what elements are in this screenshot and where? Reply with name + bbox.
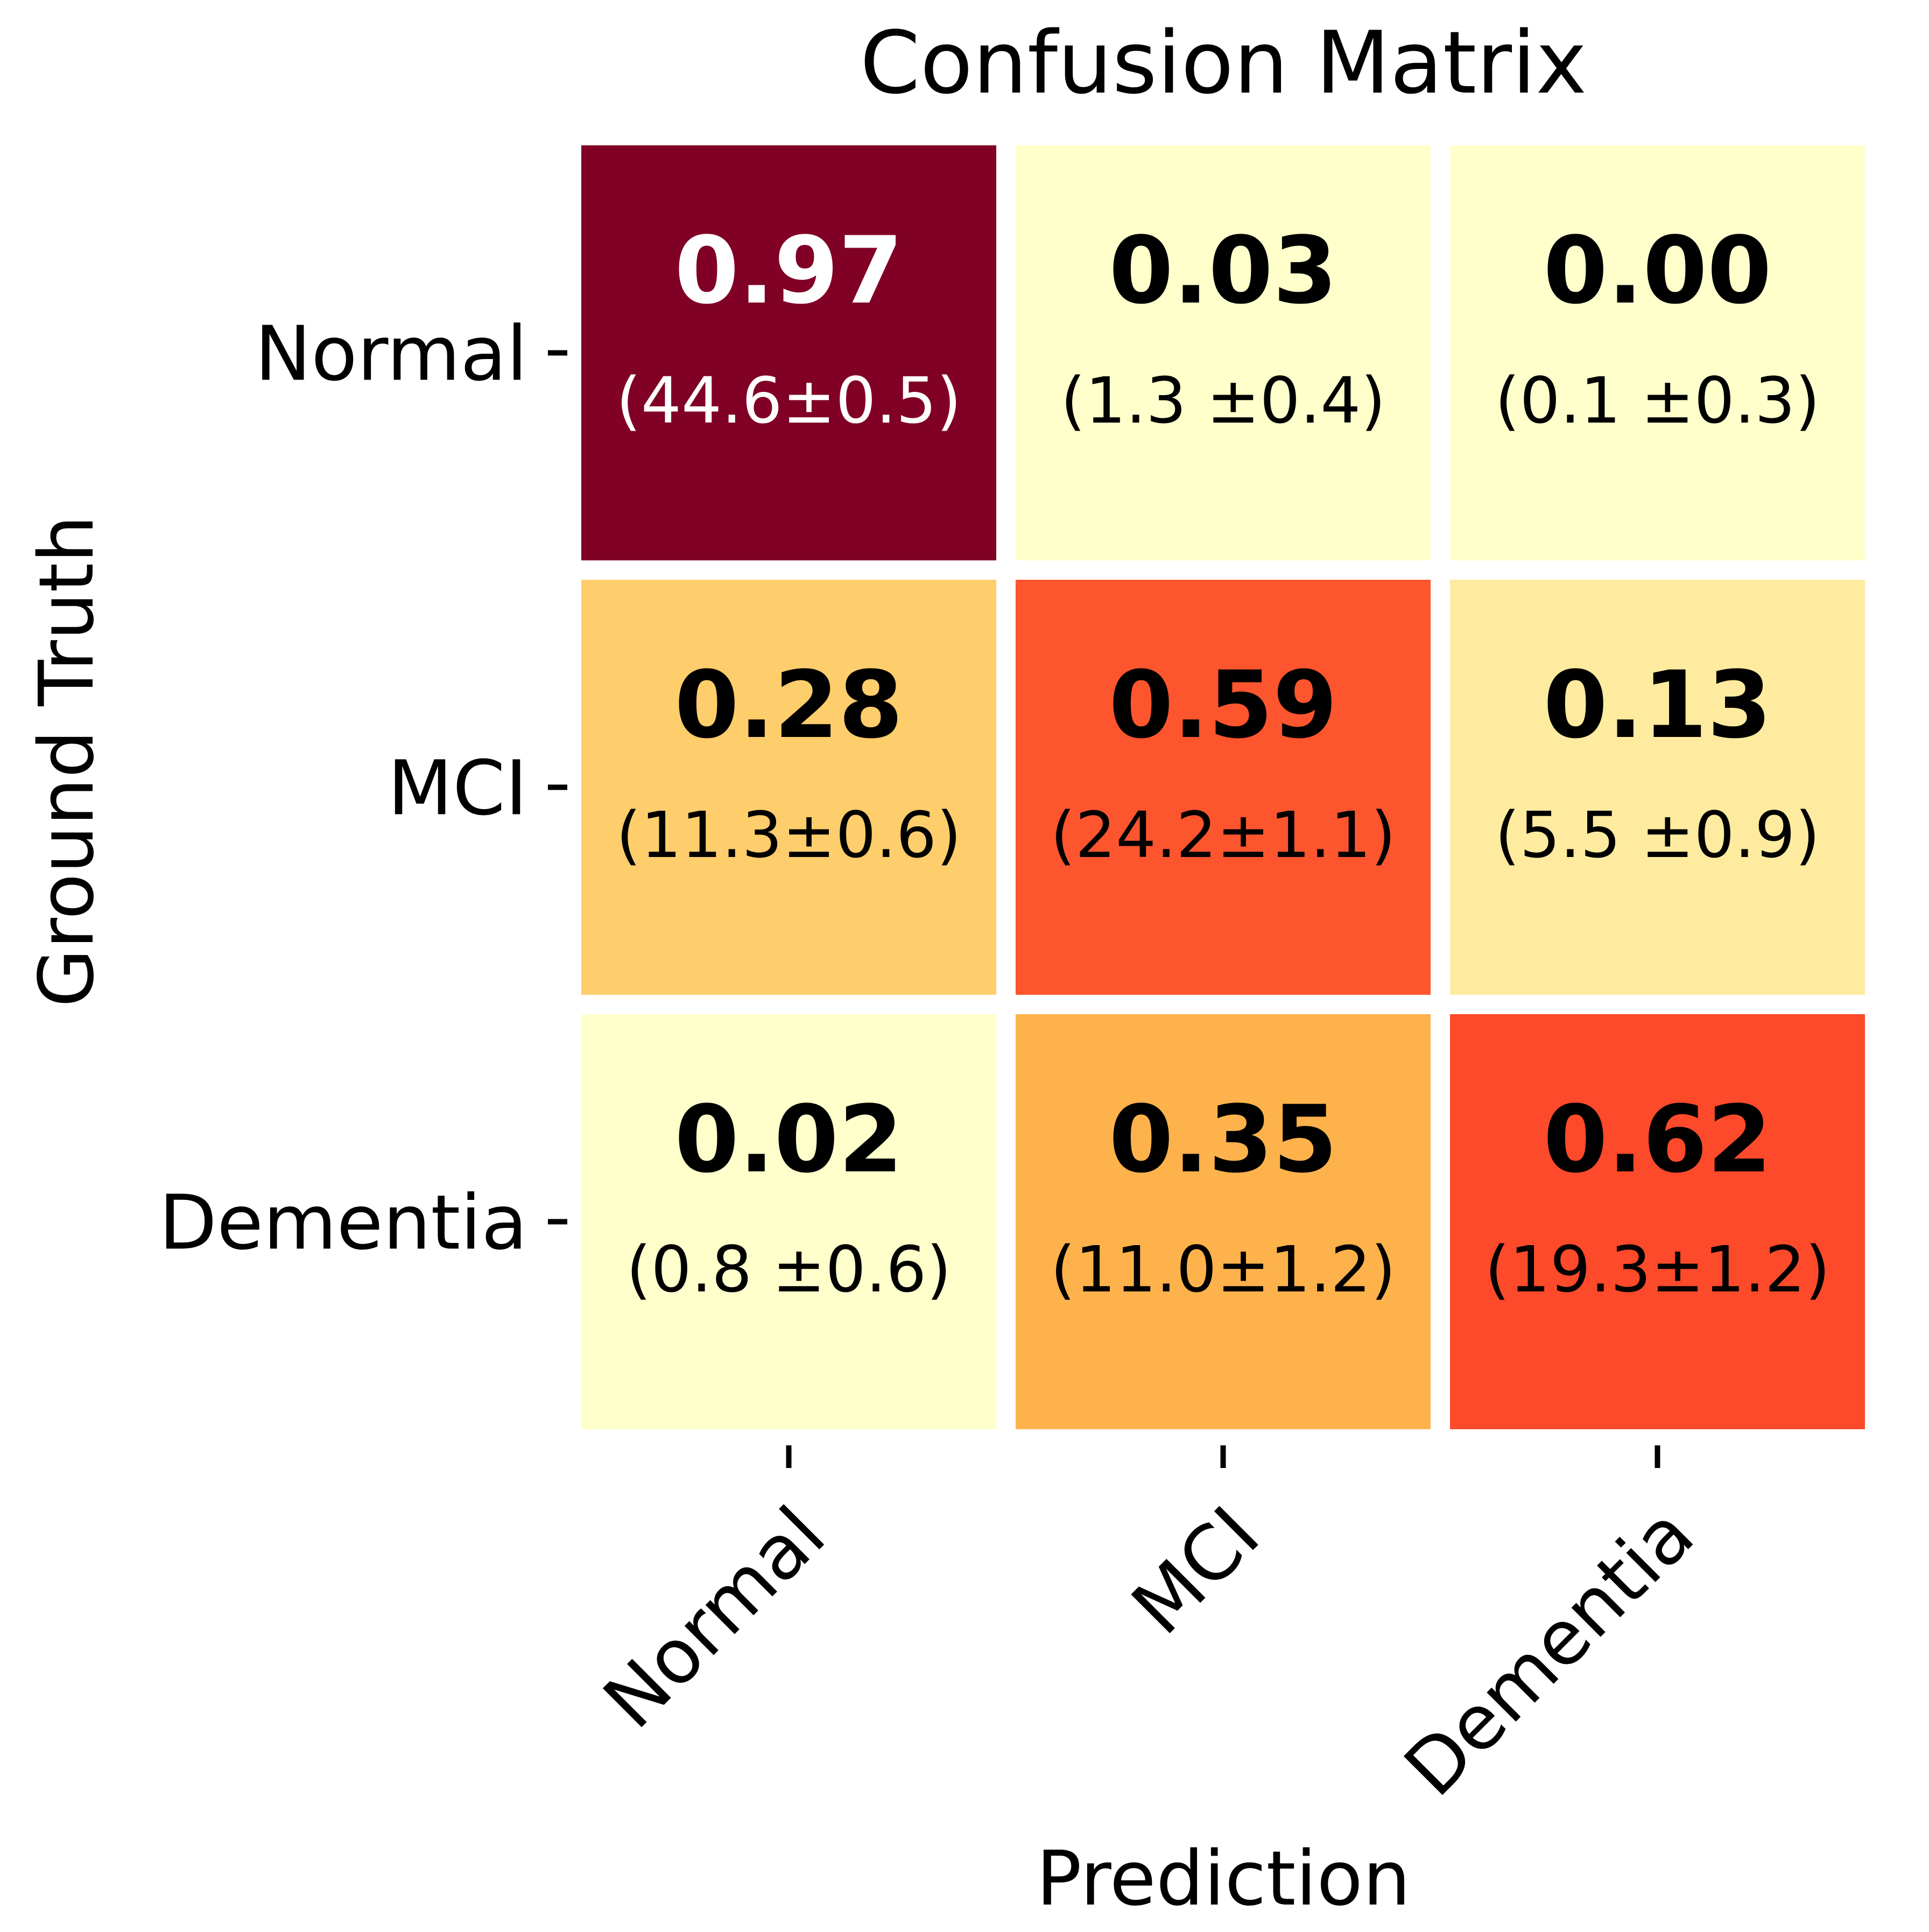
cell-value-mci-dementia: 0.13 xyxy=(1543,651,1771,759)
cell-value-dementia-mci: 0.35 xyxy=(1109,1085,1337,1193)
cell-value-mci-mci: 0.59 xyxy=(1109,651,1337,759)
y-tick-label-dementia: Dementia xyxy=(159,1179,527,1267)
cell-count-normal-mci: (1.3 ±0.4) xyxy=(1061,363,1386,438)
cell-value-normal-normal: 0.97 xyxy=(674,216,903,325)
cell-count-mci-mci: (24.2±1.1) xyxy=(1051,798,1396,872)
heatmap-cell-mci-dementia xyxy=(1450,580,1865,995)
heatmap-cell-normal-dementia xyxy=(1450,145,1865,560)
y-axis-ticks: Normal MCI Dementia xyxy=(159,311,567,1267)
chart-title: Confusion Matrix xyxy=(860,12,1587,113)
cell-value-dementia-normal: 0.02 xyxy=(674,1085,903,1193)
heatmap-cell-mci-normal xyxy=(581,580,996,995)
x-axis-label: Prediction xyxy=(1036,1835,1411,1923)
heatmap-cell-normal-mci xyxy=(1016,145,1431,560)
cell-count-normal-dementia: (0.1 ±0.3) xyxy=(1495,363,1820,438)
cell-count-dementia-dementia: (19.3±1.2) xyxy=(1485,1232,1830,1306)
cell-count-dementia-normal: (0.8 ±0.6) xyxy=(626,1232,952,1306)
heatmap-cells: 0.97 (44.6±0.5) 0.03 (1.3 ±0.4) 0.00 (0.1 ±0.… xyxy=(581,145,1865,1429)
cell-value-mci-normal: 0.28 xyxy=(674,651,903,759)
heatmap-cell-mci-mci xyxy=(1016,580,1431,995)
cell-count-normal-normal: (44.6±0.5) xyxy=(616,363,961,438)
cell-count-mci-normal: (11.3±0.6) xyxy=(616,798,961,872)
y-axis-label: Ground Truth xyxy=(23,515,111,1007)
y-tick-label-normal: Normal xyxy=(255,311,527,398)
heatmap-cell-dementia-mci xyxy=(1016,1014,1431,1429)
heatmap-cell-dementia-normal xyxy=(581,1014,996,1429)
y-tick-label-mci: MCI xyxy=(388,745,527,833)
cell-count-mci-dementia: (5.5 ±0.9) xyxy=(1495,798,1820,872)
heatmap-cell-normal-normal xyxy=(581,145,996,560)
cell-count-dementia-mci: (11.0±1.2) xyxy=(1051,1232,1396,1306)
cell-value-dementia-dementia: 0.62 xyxy=(1543,1085,1771,1193)
cell-value-normal-dementia: 0.00 xyxy=(1543,216,1771,325)
heatmap-cell-dementia-dementia xyxy=(1450,1014,1865,1429)
cell-value-normal-mci: 0.03 xyxy=(1109,216,1337,325)
